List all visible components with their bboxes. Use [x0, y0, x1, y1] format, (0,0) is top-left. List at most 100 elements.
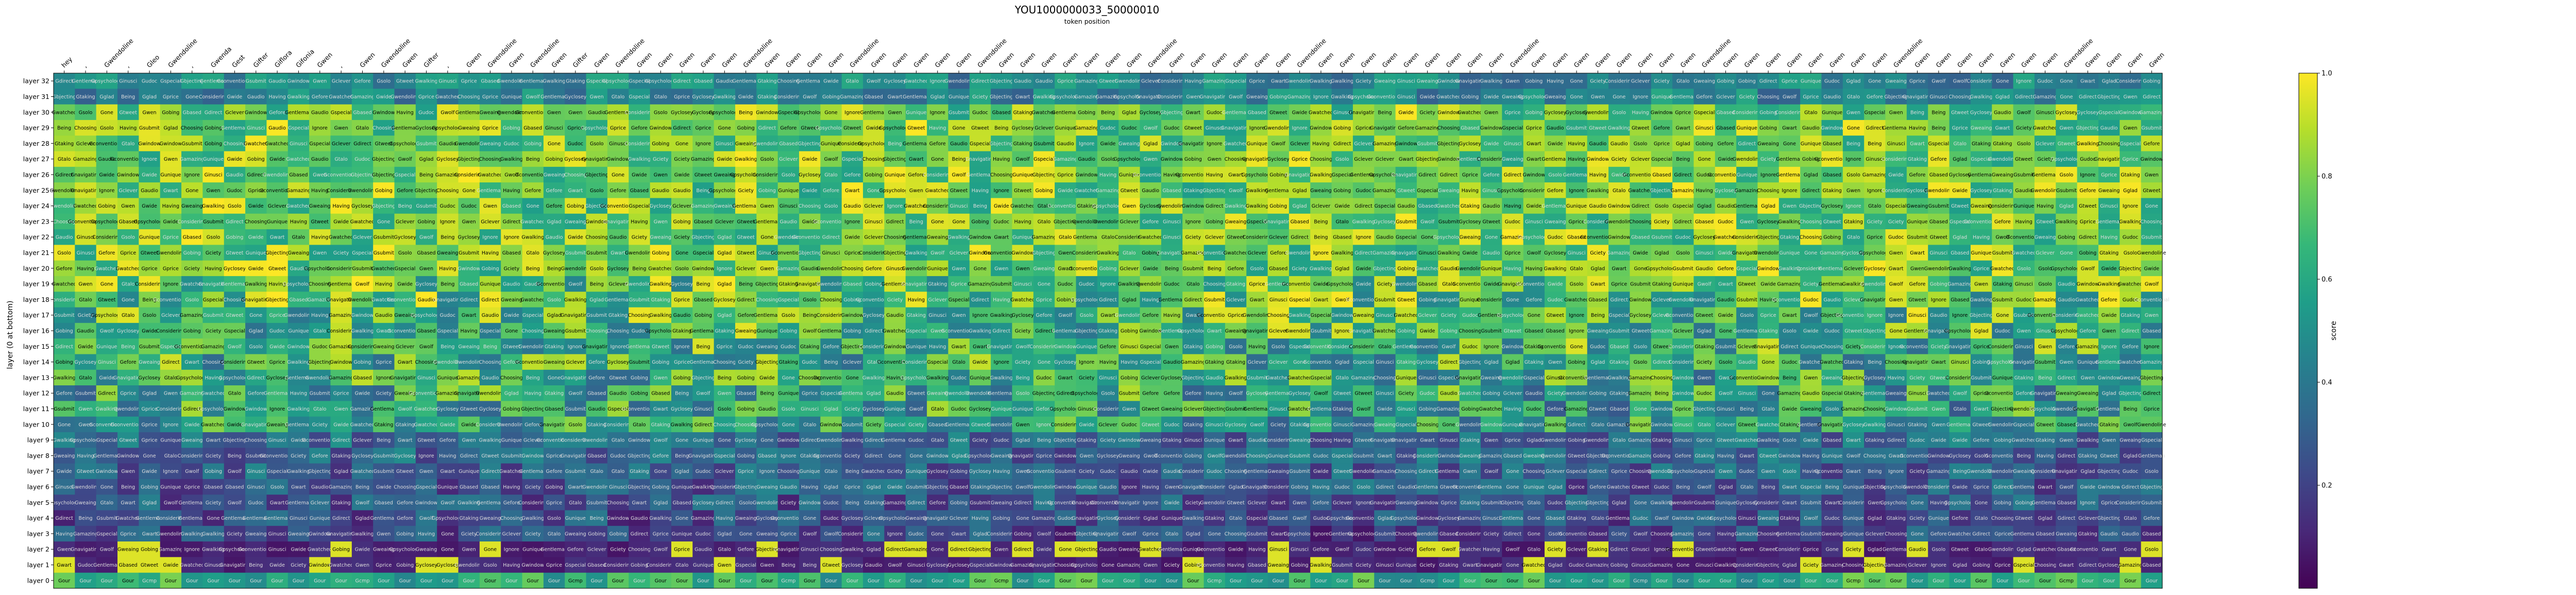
cell-label: Gentleman [754, 219, 781, 225]
cell-label: Gwalking [1033, 94, 1056, 100]
cell-label: Gwide [1952, 438, 1968, 444]
cell-label: Gspecial [906, 329, 927, 334]
x-tick-label: Gwen [955, 50, 973, 69]
cell-label: Gdirect [1887, 438, 1905, 444]
cell-label: Gglad [1995, 94, 2010, 100]
cell-label: Gobing [1333, 126, 1351, 131]
cell-label: Being [228, 453, 242, 459]
cell-label: Gudoc [1505, 219, 1520, 225]
x-tick-label: Gwen [592, 50, 611, 69]
cell-label: Gefore [354, 79, 371, 84]
cell-label: Gclever [928, 297, 947, 303]
cell-label: Gwalking [1778, 219, 1801, 225]
cell-label: Considering [1349, 344, 1378, 350]
cell-label: Gdirect [1354, 250, 1372, 256]
cell-label: Gunique [1971, 250, 1992, 256]
heatmap-cell [1438, 89, 1460, 105]
cell-label: Gbased [2057, 422, 2076, 428]
cell-label: Gwen [888, 110, 902, 115]
cell-label: Gobing [865, 172, 883, 178]
cell-label: Choosing [181, 126, 204, 131]
cell-label: Gwindow [330, 360, 352, 365]
cell-label: Being [1846, 141, 1860, 147]
cell-label: Gtaking [1865, 438, 1884, 444]
cell-label: Gspecial [1140, 360, 1161, 365]
cell-label: Gwide [1058, 188, 1073, 194]
x-tick-label: Gwen [1423, 50, 1442, 69]
cell-label: Gudoc [1058, 282, 1073, 287]
heatmap-cell [586, 104, 608, 121]
cell-label: Gwindow [1395, 141, 1418, 147]
heatmap-cell [1310, 104, 1332, 121]
cell-label: Gtaking [1652, 282, 1671, 287]
cell-label: Ginusci [950, 203, 968, 209]
cell-label: Gspecial [927, 360, 948, 365]
cell-label: Gwendoline [1583, 110, 1612, 115]
cell-label: Being [994, 126, 1008, 131]
cell-label: Gwendoline [902, 266, 930, 271]
cell-label: Having [631, 219, 648, 225]
cell-label: Gweaing [437, 250, 459, 256]
cell-label: Gsubmit [565, 406, 586, 412]
cell-label: Gdirect [865, 438, 883, 444]
cell-label: Gamazing [1777, 391, 1802, 397]
cell-label: Considering [177, 453, 207, 459]
cell-label: Ignore [418, 453, 434, 459]
cell-label: Gtweet [1589, 126, 1607, 131]
cell-label: Gspecial [1417, 188, 1438, 194]
cell-label: Gone [527, 203, 539, 209]
heatmap-cell [1970, 120, 1992, 136]
cell-label: Gwen [164, 157, 178, 162]
cell-label: Gbased [481, 79, 500, 84]
cell-label: Ginusci [694, 406, 713, 412]
cell-label: Gone [548, 375, 561, 381]
cell-label: Gtalo [292, 235, 306, 241]
cell-label: Gwalking [1225, 375, 1247, 381]
cell-label: Gwindow [650, 126, 672, 131]
cell-label: Ignore [1782, 188, 1797, 194]
cell-label: Choosing [1310, 438, 1332, 444]
cell-label: Gtaking [1461, 203, 1480, 209]
heatmap-cell [287, 73, 310, 89]
cell-label: Gtalo [1847, 235, 1860, 241]
heatmap-cell [1821, 120, 1843, 136]
heatmap-cell [1331, 73, 1353, 89]
x-axis-label: token position [1064, 18, 1110, 25]
cell-label: Gwalking [287, 94, 310, 100]
cell-label: Gciety [738, 188, 754, 194]
cell-label: Gdirect [1440, 360, 1458, 365]
heatmap-cell [415, 120, 437, 136]
cell-label: Gwen [1783, 203, 1797, 209]
cell-label: Gamazing [456, 375, 481, 381]
cell-label: Gwatched [116, 266, 141, 271]
cell-label: Gsubmit [416, 141, 437, 147]
heatmap-cell [629, 104, 651, 121]
cell-label: Gclever [353, 235, 372, 241]
cell-label: Gwatched [2011, 250, 2036, 256]
cell-label: Having [162, 203, 179, 209]
cell-label: Gtweet [1269, 110, 1287, 115]
heatmap-cell [1992, 89, 2014, 105]
cell-label: Gsubmit [1907, 406, 1928, 412]
cell-label: Gudoc [142, 79, 157, 84]
cell-label: Gspecial [395, 266, 416, 271]
cell-label: Gwindow [756, 110, 778, 115]
cell-label: Being [2123, 406, 2137, 412]
cell-label: Gbased [2142, 329, 2161, 334]
heatmap-cell [692, 73, 715, 89]
heatmap-cell [1140, 73, 1162, 89]
cell-label: Gwalking [1863, 422, 1886, 428]
cell-label: Gglad [1974, 329, 1989, 334]
cell-label: Being [973, 203, 987, 209]
cell-label: Gwart [888, 94, 903, 100]
cell-label: Choosing [1757, 188, 1780, 194]
cell-label: Gwolf [1357, 406, 1371, 412]
cell-label: Gspecial [395, 172, 416, 178]
cell-label: Gdirect [1184, 297, 1202, 303]
cell-label: Gyclosey [1012, 126, 1034, 131]
cell-label: Gamazing [180, 157, 205, 162]
x-tick-label: Gwen [2147, 50, 2166, 69]
cell-label: Gweaing [756, 344, 778, 350]
cell-label: Gspecial [948, 297, 970, 303]
heatmap-cell [1566, 104, 1588, 121]
